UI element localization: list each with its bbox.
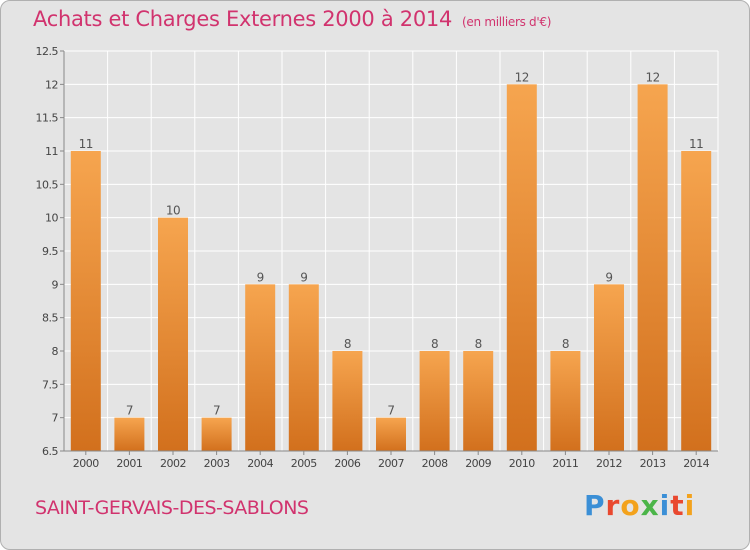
logo-letter: x [640, 489, 660, 522]
bar-value-label: 12 [515, 70, 529, 84]
bar-value-label: 9 [300, 270, 307, 284]
x-tick-label: 2007 [378, 457, 404, 470]
y-tick-label: 6.5 [42, 445, 58, 458]
bar-value-label: 11 [79, 137, 93, 151]
logo-letter: P [584, 489, 606, 522]
bar-2008 [419, 351, 450, 451]
bar-2014 [681, 151, 712, 451]
y-tick-label: 7 [52, 412, 59, 425]
y-tick-label: 11.5 [36, 112, 59, 125]
x-tick-label: 2005 [291, 457, 317, 470]
y-tick-label: 12.5 [36, 45, 59, 58]
bar-value-label: 10 [166, 204, 180, 218]
x-tick-label: 2011 [552, 457, 578, 470]
logo-letter: o [620, 489, 641, 522]
bar-2004 [245, 284, 276, 451]
x-tick-label: 2000 [73, 457, 99, 470]
bar-value-label: 8 [562, 337, 569, 351]
bar-2000 [70, 151, 101, 451]
bar-value-label: 8 [431, 337, 438, 351]
bar-value-label: 8 [475, 337, 482, 351]
bar-2013 [637, 84, 668, 451]
bar-2005 [288, 284, 319, 451]
bar-value-label: 11 [689, 137, 703, 151]
y-tick-label: 8.5 [42, 312, 58, 325]
x-tick-label: 2006 [334, 457, 360, 470]
bar-value-label: 9 [257, 270, 264, 284]
bar-2001 [114, 417, 145, 451]
axis-layer: 6.5 7 7.5 8 8.5 9 9.5 10 10.5 11 11.5 12 12.5 2000 200… [36, 45, 718, 470]
x-tick-label: 2001 [116, 457, 142, 470]
bar-2006 [332, 351, 363, 451]
x-tick-label: 2013 [640, 457, 666, 470]
logo-letter: r [605, 489, 621, 522]
bar-2007 [376, 417, 406, 451]
logo-letter: i [684, 489, 696, 522]
bar-2002 [158, 217, 188, 451]
bar-2003 [201, 417, 232, 451]
x-tick-label: 2012 [596, 457, 622, 470]
y-tick-label: 10 [45, 212, 58, 225]
bar-value-label: 12 [645, 70, 659, 84]
y-tick-label: 9.5 [42, 245, 58, 258]
y-tick-label: 12 [45, 78, 58, 91]
x-tick-label: 2010 [509, 457, 535, 470]
x-tick-label: 2014 [683, 457, 709, 470]
commune-name: SAINT-GERVAIS-DES-SABLONS [35, 497, 309, 519]
y-tick-label: 9 [52, 278, 59, 291]
x-tick-label: 2003 [204, 457, 230, 470]
bar-2010 [506, 84, 537, 451]
bar-2009 [463, 351, 494, 451]
chart-title-text: Achats et Charges Externes 2000 à 2014 [33, 7, 453, 31]
bar-2011 [550, 351, 581, 451]
logo-letter: t [670, 489, 685, 522]
y-tick-label: 11 [45, 145, 58, 158]
proxiti-logo: Proxiti [584, 489, 695, 522]
bar-value-label: 7 [126, 404, 133, 418]
x-tick-label: 2008 [422, 457, 448, 470]
chart-subtitle: (en milliers d'€) [462, 15, 552, 29]
logo-letter: i [659, 489, 671, 522]
bar-value-label: 7 [213, 404, 220, 418]
x-tick-label: 2004 [247, 457, 273, 470]
x-tick-label: 2009 [465, 457, 491, 470]
bar-value-label: 8 [344, 337, 351, 351]
bar-value-label: 7 [387, 404, 394, 418]
y-tick-label: 8 [52, 345, 59, 358]
chart-title: Achats et Charges Externes 2000 à 2014 (e… [33, 7, 551, 31]
bar-value-label: 9 [605, 270, 612, 284]
bar-2012 [594, 284, 624, 451]
y-tick-label: 7.5 [42, 378, 58, 391]
bar-layer: 11 7 10 7 9 9 8 7 8 8 12 8 9 12 11 [70, 70, 712, 451]
x-tick-label: 2002 [160, 457, 186, 470]
y-tick-label: 10.5 [36, 178, 59, 191]
